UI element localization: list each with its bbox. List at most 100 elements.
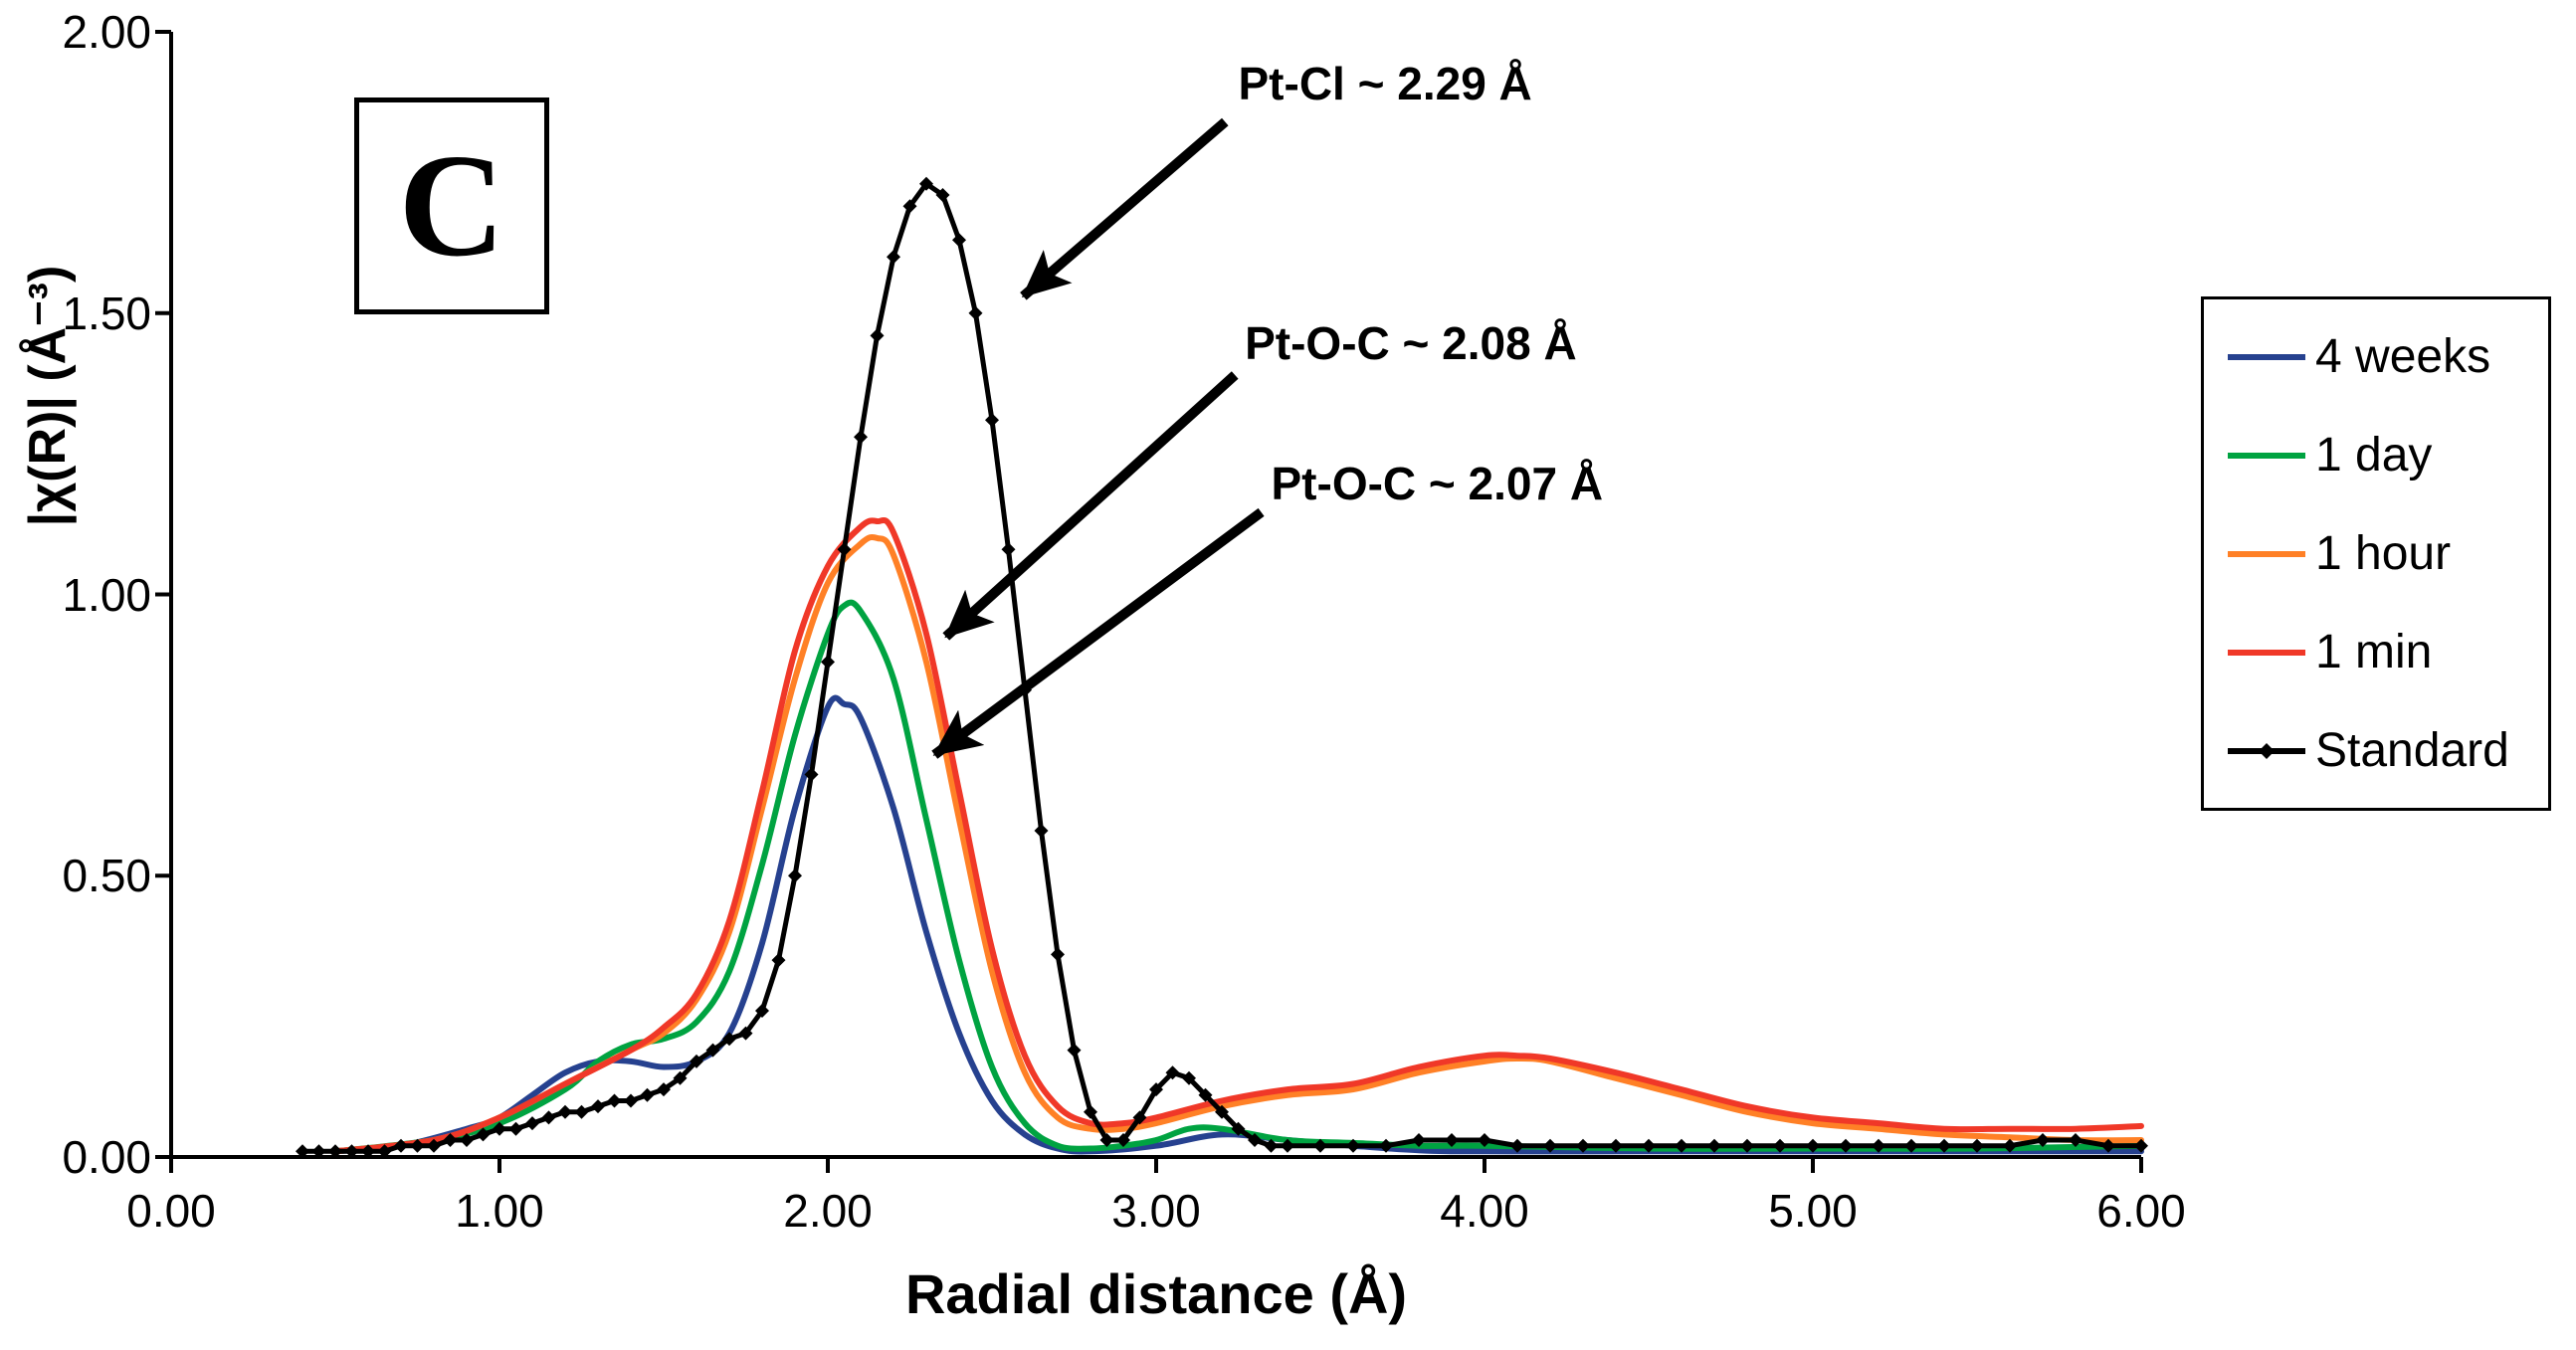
- series-marker-diamond: [394, 1138, 408, 1153]
- panel-label: C: [398, 124, 505, 288]
- series-marker-diamond: [1970, 1138, 1984, 1153]
- series-marker-diamond: [673, 1070, 688, 1085]
- series-marker-diamond: [1248, 1133, 1262, 1147]
- y-tick-label: 0.00: [62, 1131, 151, 1183]
- legend-label: Standard: [2315, 724, 2509, 777]
- series-marker-diamond: [1132, 1110, 1147, 1125]
- legend-label: 1 day: [2315, 429, 2433, 482]
- series-marker-diamond: [1264, 1138, 1279, 1153]
- legend-line-sample: [2228, 649, 2305, 656]
- series-marker-diamond: [558, 1104, 572, 1119]
- annotation-arrow: [1020, 117, 1229, 300]
- series-marker-diamond: [476, 1127, 491, 1142]
- series-marker-diamond: [1067, 1043, 1082, 1058]
- series-marker-diamond: [1773, 1138, 1787, 1153]
- series-marker-diamond: [1675, 1138, 1688, 1153]
- series-marker-diamond: [1149, 1082, 1163, 1097]
- series-marker-diamond: [919, 176, 933, 191]
- legend-line-sample: [2228, 353, 2305, 360]
- panel-label-box: C: [354, 97, 549, 314]
- series-marker-diamond: [1313, 1138, 1327, 1153]
- series-marker-diamond: [1478, 1133, 1491, 1147]
- series-marker-diamond: [1445, 1133, 1459, 1147]
- series-marker-diamond: [1215, 1104, 1229, 1119]
- series-marker-diamond: [328, 1144, 342, 1159]
- series-marker-diamond: [344, 1144, 359, 1159]
- x-tick-label: 5.00: [1768, 1185, 1858, 1237]
- series-marker-diamond: [525, 1116, 539, 1131]
- series-marker-diamond: [690, 1054, 703, 1068]
- series-marker-diamond: [1839, 1138, 1853, 1153]
- series-marker-diamond: [837, 542, 852, 557]
- legend-label: 4 weeks: [2315, 330, 2491, 383]
- series-marker-diamond: [607, 1093, 622, 1108]
- series-marker-diamond: [1034, 824, 1049, 838]
- series-marker-diamond: [1740, 1138, 1754, 1153]
- series-marker-diamond: [657, 1082, 671, 1097]
- series-marker-diamond: [935, 188, 950, 202]
- legend-item: 1 hour: [2228, 526, 2524, 581]
- series-marker-diamond: [1116, 1133, 1130, 1147]
- series-marker-diamond: [1642, 1138, 1656, 1153]
- series-marker-diamond: [2036, 1133, 2050, 1147]
- series-marker-diamond: [821, 655, 835, 670]
- series-marker-diamond: [2069, 1133, 2082, 1147]
- series-marker-diamond: [541, 1110, 556, 1125]
- series-marker-diamond: [870, 328, 885, 343]
- series-marker-diamond: [1231, 1121, 1246, 1136]
- series-line: [332, 533, 2144, 1155]
- series-marker-diamond: [1182, 1070, 1196, 1085]
- series-marker-diamond: [1872, 1138, 1885, 1153]
- series-marker-diamond: [854, 430, 868, 445]
- y-tick-label: 0.50: [62, 850, 151, 902]
- series-line: [332, 599, 2144, 1155]
- series-marker-diamond: [1510, 1138, 1524, 1153]
- series-marker-diamond: [1346, 1138, 1360, 1153]
- legend-item: 4 weeks: [2228, 329, 2524, 384]
- series-marker-diamond: [1904, 1138, 1918, 1153]
- series-line-standard: [302, 181, 2141, 1154]
- annotation-text: Pt-O-C ~ 2.07 Å: [1271, 458, 1604, 509]
- series-marker-diamond: [624, 1093, 638, 1108]
- x-tick-label: 3.00: [1111, 1185, 1201, 1237]
- x-tick-label: 1.00: [455, 1185, 544, 1237]
- series-marker-diamond: [296, 1144, 309, 1159]
- series-marker-diamond: [1806, 1138, 1820, 1153]
- series-marker-diamond: [2101, 1138, 2115, 1153]
- series-marker-diamond: [1165, 1065, 1180, 1080]
- y-tick-label: 2.00: [62, 6, 151, 58]
- x-axis-title: Radial distance (Å): [904, 1262, 1408, 1325]
- series-marker-diamond: [1609, 1138, 1623, 1153]
- series-marker-diamond: [902, 199, 917, 214]
- series-marker-diamond: [1576, 1138, 1590, 1153]
- series-marker-diamond: [1937, 1138, 1951, 1153]
- series-marker-diamond: [493, 1121, 506, 1136]
- series-marker-diamond: [985, 413, 999, 428]
- series-marker-diamond: [1707, 1138, 1721, 1153]
- series-marker-diamond: [574, 1104, 589, 1119]
- series-marker-diamond: [591, 1099, 605, 1114]
- y-tick-label: 1.00: [62, 568, 151, 621]
- series-marker-diamond: [738, 1026, 753, 1041]
- annotation-arrow: [931, 507, 1265, 759]
- y-tick-label: 1.50: [62, 287, 151, 339]
- annotation-text: Pt-Cl ~ 2.29 Å: [1238, 58, 1532, 110]
- series-marker-diamond: [771, 953, 786, 968]
- legend: 4 weeks 1 day 1 hour 1 min Standard: [2201, 296, 2551, 811]
- x-tick-label: 0.00: [126, 1185, 216, 1237]
- series-marker-diamond: [1099, 1133, 1114, 1147]
- series-marker-diamond: [722, 1032, 736, 1047]
- series-marker-diamond: [311, 1144, 326, 1159]
- x-tick-label: 6.00: [2096, 1185, 2186, 1237]
- series-marker-diamond: [1051, 947, 1065, 962]
- annotation-arrow: [942, 371, 1239, 641]
- series-marker-diamond: [1281, 1138, 1294, 1153]
- series-marker-diamond: [1379, 1138, 1393, 1153]
- series-marker-diamond: [443, 1133, 458, 1147]
- series-marker-diamond: [2134, 1138, 2148, 1153]
- legend-item: 1 day: [2228, 428, 2524, 482]
- series-marker-diamond: [427, 1138, 441, 1153]
- series-marker-diamond: [887, 250, 900, 265]
